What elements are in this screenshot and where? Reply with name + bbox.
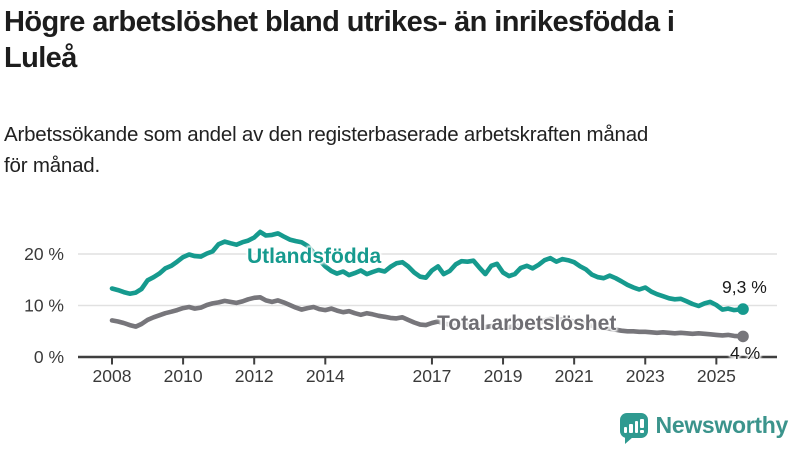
x-tick-label: 2012	[235, 366, 274, 386]
series-label-utlandsfodda: Utlandsfödda	[247, 245, 382, 268]
chart-subtitle-line-2: för månad.	[4, 154, 100, 177]
x-tick-label: 2017	[412, 366, 451, 386]
y-tick-label: 10 %	[24, 296, 64, 316]
series-line-total	[109, 294, 746, 339]
series-line-utlandsfodda	[109, 229, 746, 313]
newsworthy-logo: Newsworthy	[619, 412, 789, 444]
end-value-label-utlandsfodda: 9,3 %	[722, 277, 767, 297]
x-tick-label: 2008	[93, 366, 132, 386]
page-title-line-2: Luleå	[4, 42, 77, 74]
x-tick-label: 2014	[306, 366, 345, 386]
page-title-line-1: Högre arbetslöshet bland utrikes- än inr…	[4, 6, 675, 38]
x-tick-label: 2019	[484, 366, 523, 386]
newsworthy-speech-bubble-chart-icon	[619, 413, 648, 444]
end-value-label-total: 4 %	[730, 343, 761, 363]
y-tick-label: 0 %	[34, 347, 64, 367]
x-tick-label: 2010	[164, 366, 203, 386]
logo-exclamation-icon	[640, 418, 644, 433]
page-title: Högre arbetslöshet bland utrikes- än inr…	[4, 4, 798, 76]
logo-bar-icon	[629, 424, 633, 433]
chart-subtitle: Arbetssökande som andel av den registerb…	[4, 119, 798, 181]
series-end-dot-utlandsfodda	[737, 303, 749, 315]
chart-subtitle-line-1: Arbetssökande som andel av den registerb…	[4, 123, 649, 146]
series-label-total-arbetsloshet: Total arbetslöshet	[437, 312, 617, 335]
x-tick-label: 2021	[555, 366, 594, 386]
x-tick-label: 2023	[626, 366, 665, 386]
logo-bar-icon	[634, 421, 639, 433]
series-end-dot-total	[737, 330, 749, 343]
logo-bar-icon	[623, 427, 628, 433]
x-tick-label: 2025	[697, 366, 736, 386]
y-tick-label: 20 %	[24, 244, 64, 264]
newsworthy-logo-text: Newsworthy	[655, 412, 789, 438]
